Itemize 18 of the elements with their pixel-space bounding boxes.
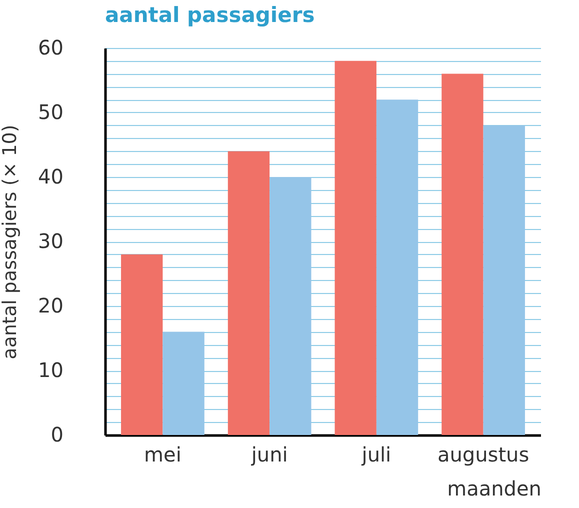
y-axis-title: aantal passagiers (× 10) — [0, 124, 22, 360]
chart-title: aantal passagiers — [105, 3, 315, 27]
bar — [121, 254, 163, 435]
x-tick-label: juli — [360, 442, 392, 466]
y-tick-label: 40 — [38, 164, 64, 188]
bar — [334, 60, 376, 435]
y-tick-label: 0 — [50, 422, 64, 446]
y-tick-label: 50 — [38, 100, 64, 124]
bar — [442, 74, 484, 435]
bar — [228, 151, 270, 435]
y-tick-label: 20 — [38, 294, 64, 318]
x-tick-label: mei — [144, 442, 182, 466]
x-axis-title: maanden — [447, 476, 542, 500]
x-tick-label: augustus — [437, 442, 530, 466]
y-tick-label: 30 — [38, 229, 64, 253]
x-tick-label: juni — [250, 442, 288, 466]
y-tick-label: 10 — [38, 358, 64, 382]
y-tick-label: 60 — [38, 36, 64, 60]
